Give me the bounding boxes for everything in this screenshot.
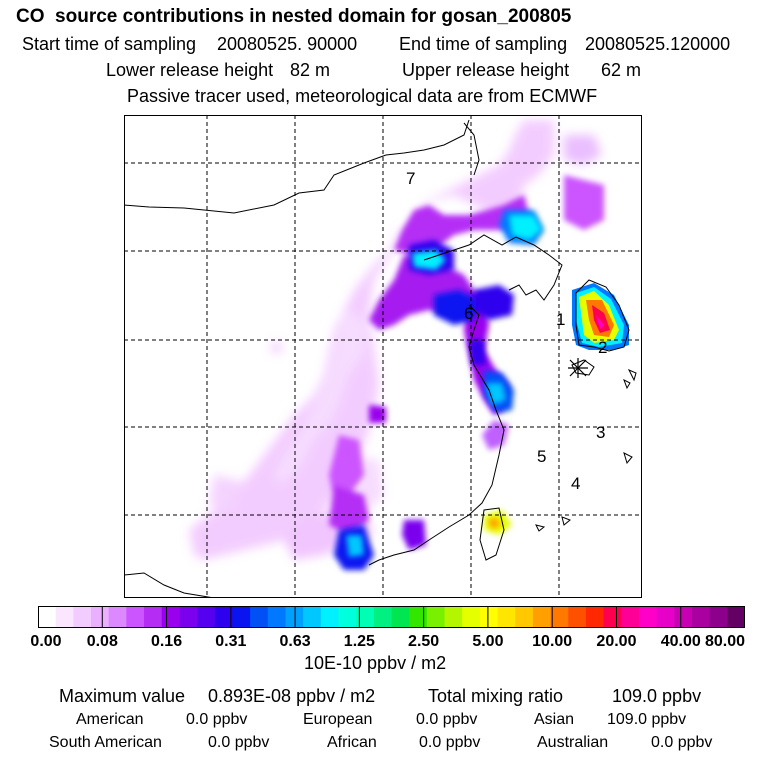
colorbar-swatch — [621, 606, 640, 628]
colorbar-swatch — [674, 606, 693, 628]
colorbar-swatch — [320, 606, 340, 628]
chart-title: CO source contributions in nested domain… — [16, 6, 572, 27]
colorbar-swatch — [444, 606, 463, 628]
graticule — [124, 115, 642, 598]
colorbar-swatch — [161, 606, 181, 628]
total-mixing-label: Total mixing ratio — [428, 686, 564, 706]
colorbar-swatch — [709, 606, 728, 628]
map-panel: 7 6 1 2 3 5 4 — [124, 115, 642, 598]
colorbar-tick-label: 0.08 — [86, 633, 118, 650]
colorbar-swatch — [214, 606, 234, 628]
colorbar-swatch — [232, 606, 251, 628]
colorbar-swatch — [38, 606, 57, 628]
map-frame — [124, 115, 642, 598]
colorbar-swatch — [727, 606, 745, 628]
region-label: 1 — [556, 310, 565, 329]
region-label: 3 — [596, 423, 605, 442]
receptor-star-icon — [568, 358, 588, 378]
colorbar — [38, 606, 745, 628]
colorbar-swatch — [532, 606, 552, 628]
tracer-note: Passive tracer used, meteorological data… — [127, 86, 598, 106]
colorbar-swatch — [638, 606, 658, 628]
colorbar-swatch — [568, 606, 587, 628]
colorbar-swatch — [338, 606, 357, 628]
colorbar-swatch — [91, 606, 110, 628]
upper-height-value: 62 m — [601, 60, 642, 80]
colorbar-swatch — [373, 606, 393, 628]
colorbar-swatch — [515, 606, 534, 628]
colorbar-swatch — [479, 606, 499, 628]
colorbar-tick-label: 40.00 — [660, 633, 701, 650]
region-label: 5 — [537, 447, 546, 466]
colorbar-tick-label: 2.50 — [408, 633, 440, 650]
colorbar-swatch — [126, 606, 145, 628]
start-time-label: Start time of sampling — [22, 34, 197, 54]
region-label: 6 — [464, 304, 473, 323]
source-value: 109.0 ppbv — [607, 711, 687, 728]
colorbar-frame — [38, 606, 745, 628]
colorbar-swatch — [179, 606, 198, 628]
colorbar-swatch — [656, 606, 675, 628]
colorbar-swatch — [55, 606, 74, 628]
source-value: 0.0 ppbv — [651, 734, 713, 751]
total-mixing-value: 109.0 ppbv — [612, 686, 702, 706]
colorbar-swatch — [585, 606, 605, 628]
source-value: 0.0 ppbv — [419, 734, 481, 751]
colorbar-tick-label: 10.00 — [532, 633, 573, 650]
region-label: 7 — [406, 169, 415, 188]
colorbar-swatch — [497, 606, 516, 628]
colorbar-tick-label: 20.00 — [596, 633, 637, 650]
colorbar-swatch — [391, 606, 410, 628]
concentration-field-mid — [329, 175, 604, 550]
region-label: 4 — [571, 474, 580, 493]
colorbar-units: 10E-10 ppbv / m2 — [304, 653, 447, 673]
source-name: European — [303, 711, 373, 728]
colorbar-swatch — [550, 606, 569, 628]
coastlines — [124, 119, 637, 598]
source-value: 0.0 ppbv — [208, 734, 270, 751]
source-name: African — [327, 734, 377, 751]
end-time-label: End time of sampling — [399, 34, 568, 54]
colorbar-swatch — [197, 606, 216, 628]
region-label: 2 — [598, 338, 607, 357]
colorbar-swatch — [73, 606, 92, 628]
lower-height-label: Lower release height — [106, 60, 274, 80]
colorbar-tick-label: 80.00 — [704, 633, 746, 650]
colorbar-swatch — [603, 606, 622, 628]
source-value: 0.0 ppbv — [186, 711, 248, 728]
start-time-value: 20080525. 90000 — [217, 34, 358, 54]
colorbar-swatch — [691, 606, 711, 628]
max-value: 0.893E-08 ppbv / m2 — [208, 686, 376, 706]
colorbar-tick-label: 0.63 — [279, 633, 311, 650]
colorbar-tick-label: 5.00 — [472, 633, 504, 650]
colorbar-swatch — [285, 606, 304, 628]
lower-height-value: 82 m — [290, 60, 331, 80]
colorbar-tick-label: 0.31 — [215, 633, 247, 650]
colorbar-swatch — [267, 606, 287, 628]
source-name: American — [76, 711, 144, 728]
colorbar-swatch — [144, 606, 163, 628]
colorbar-swatch — [303, 606, 322, 628]
colorbar-swatch — [426, 606, 446, 628]
colorbar-swatch — [462, 606, 481, 628]
colorbar-swatch — [250, 606, 269, 628]
korea-hotspot — [572, 283, 629, 350]
colorbar-tick-label: 1.25 — [343, 633, 375, 650]
source-name: South American — [49, 734, 162, 751]
colorbar-tick-label: 0.16 — [150, 633, 183, 650]
upper-height-label: Upper release height — [402, 60, 570, 80]
colorbar-swatch — [108, 606, 127, 628]
colorbar-swatch — [409, 606, 428, 628]
source-name: Australian — [537, 734, 609, 751]
source-value: 0.0 ppbv — [416, 711, 478, 728]
source-name: Asian — [534, 711, 575, 728]
max-value-label: Maximum value — [59, 686, 186, 706]
colorbar-swatch — [356, 606, 375, 628]
colorbar-tick-label: 0.00 — [30, 633, 62, 650]
end-time-value: 20080525.120000 — [585, 34, 731, 54]
